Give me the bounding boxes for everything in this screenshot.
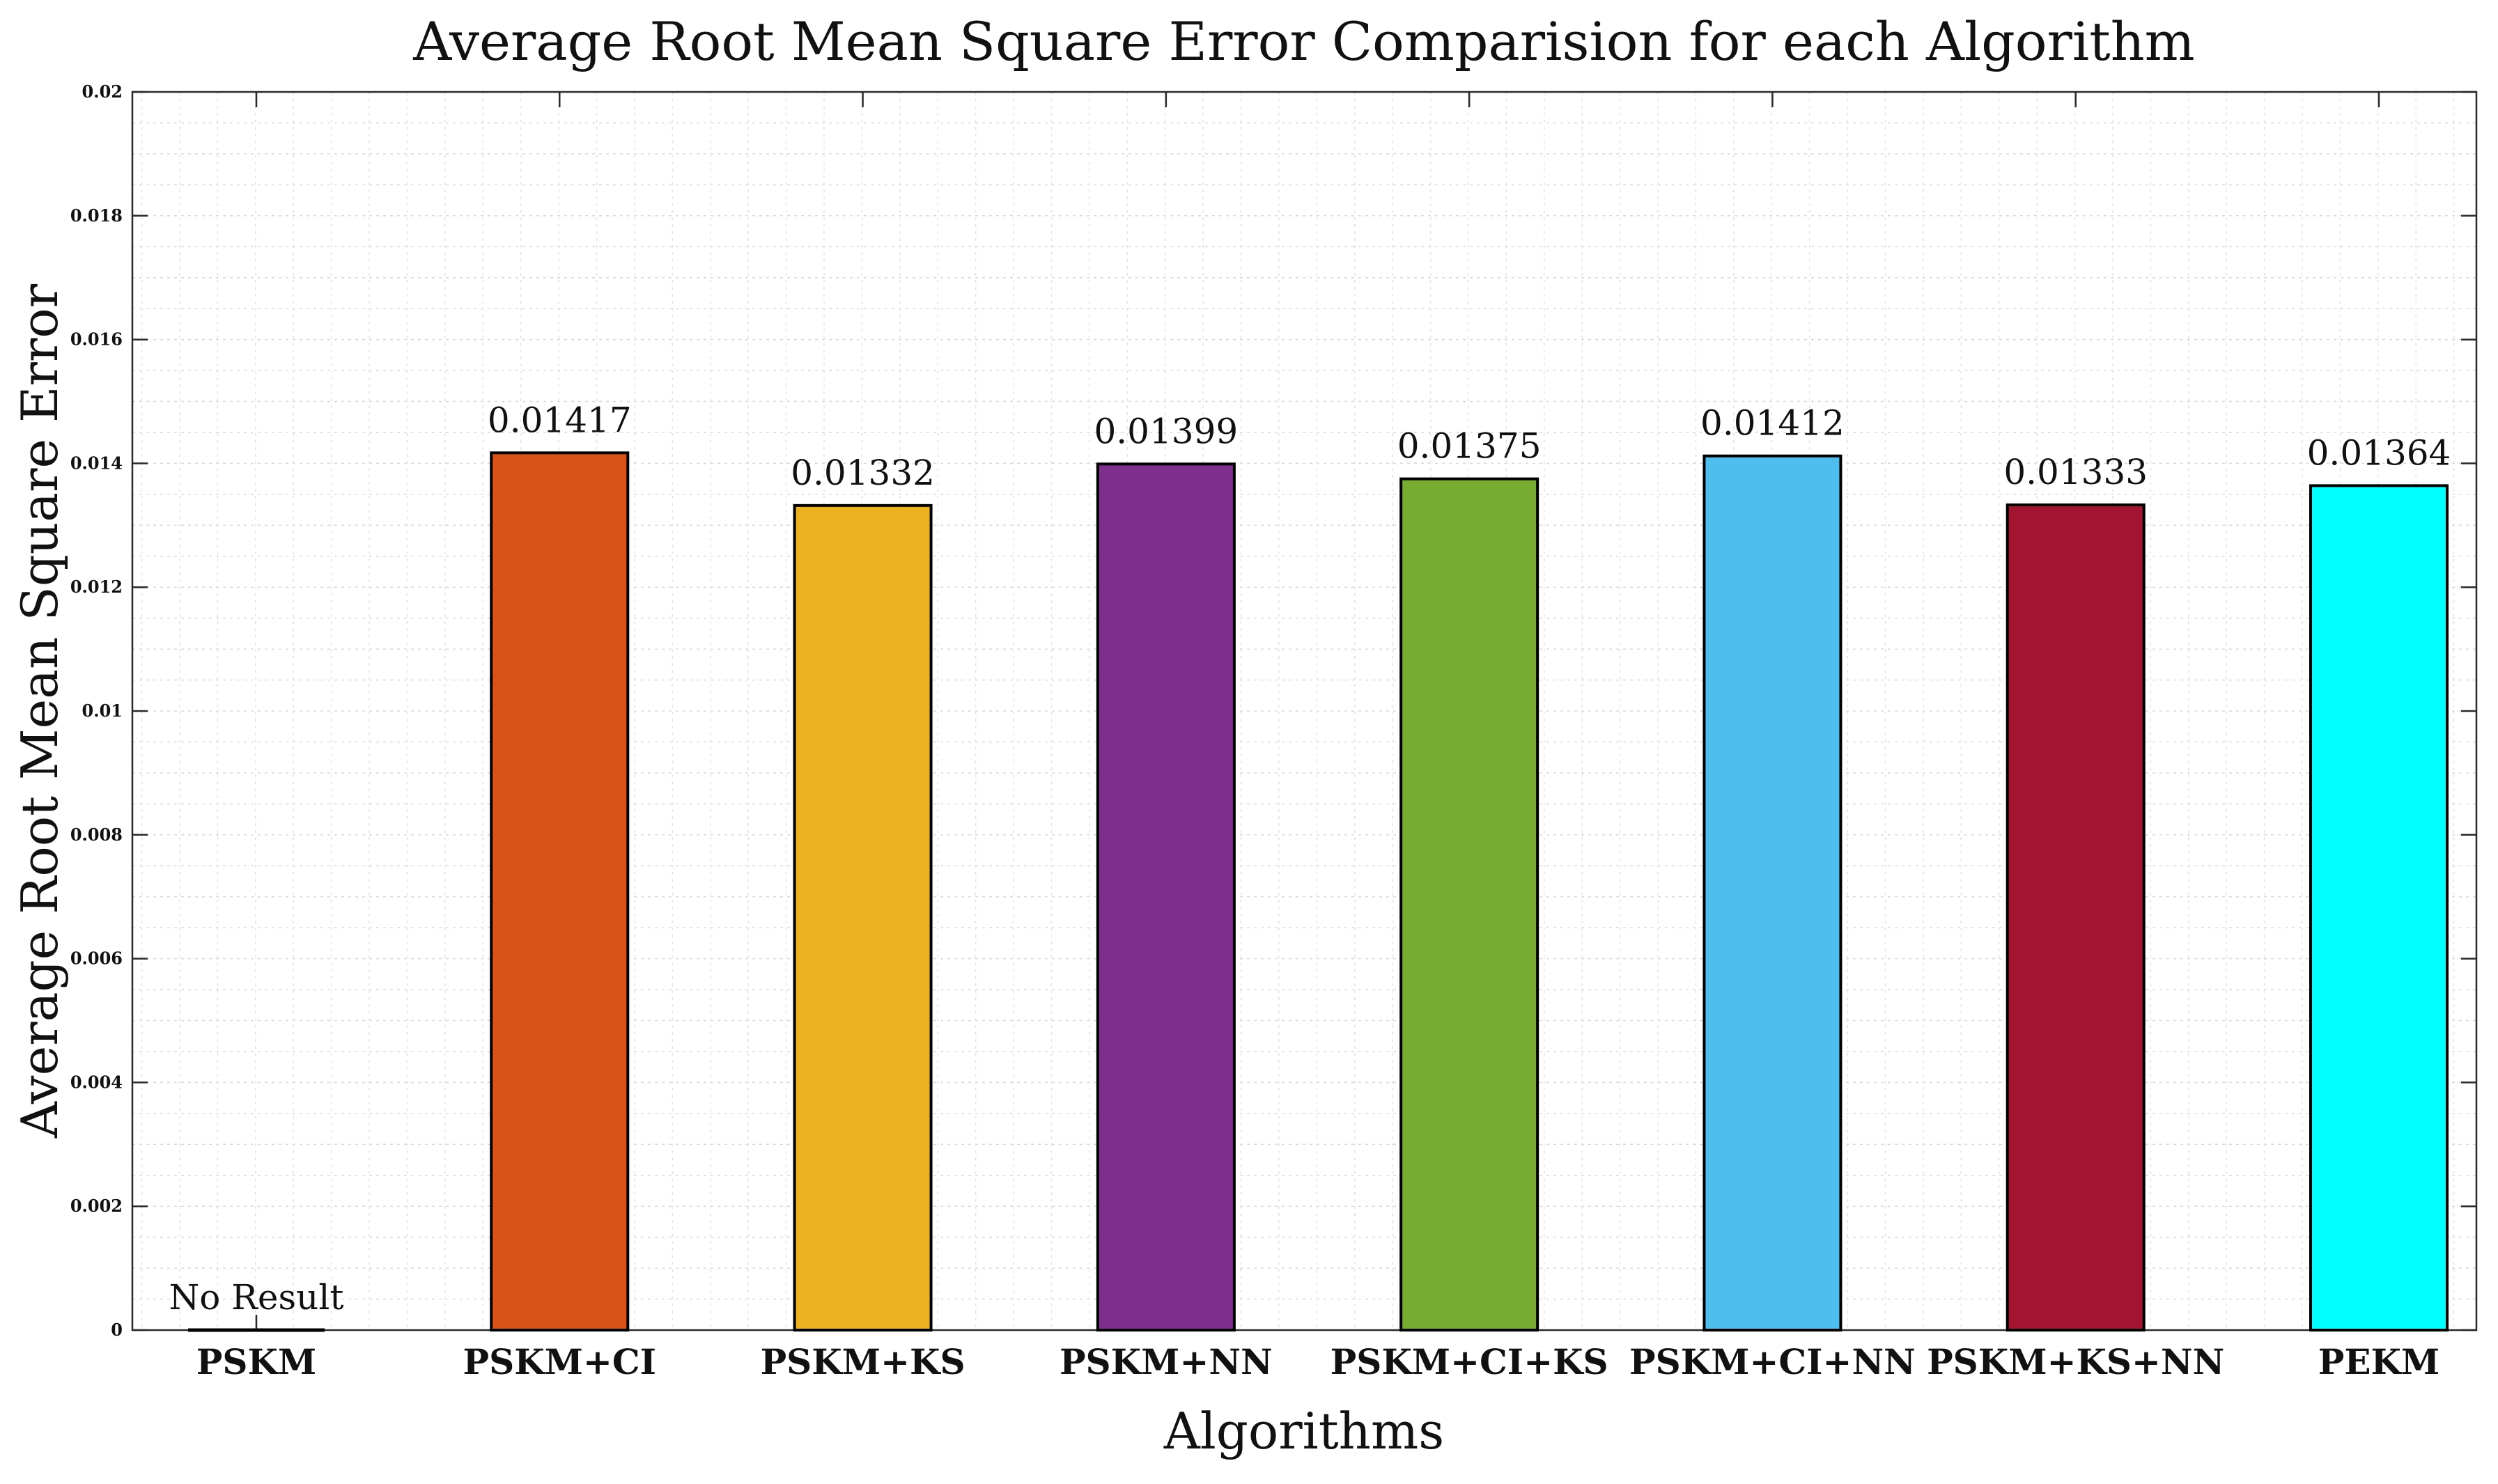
bar [2006,503,2146,1331]
bars [188,451,2449,1332]
y-tick-label: 0.018 [70,205,123,226]
chart-title: Average Root Mean Square Error Comparisi… [412,10,2194,72]
data-label: 0.01333 [2003,452,2148,492]
y-tick-label: 0.01 [82,701,123,721]
data-label: 0.01364 [2307,432,2451,473]
bar [1702,454,1843,1331]
x-tick-label: PSKM+CI [463,1341,656,1382]
data-label: No Result [169,1277,344,1318]
y-tick-label: 0.004 [70,1072,123,1092]
bar [793,503,933,1331]
y-tick-label: 0.002 [70,1196,123,1216]
x-tick-label: PSKM+CI+KS [1331,1341,1608,1382]
x-tick-label: PSKM+KS+NN [1927,1341,2224,1382]
data-label: 0.01375 [1397,426,1542,467]
y-tick-label: 0.008 [70,825,123,845]
y-tick-label: 0 [111,1320,123,1340]
y-tick-label: 0.014 [70,453,123,473]
x-tick-label: PSKM+NN [1060,1341,1273,1382]
bar [2309,484,2449,1331]
bar [490,451,630,1331]
x-tick-label: PEKM [2318,1341,2440,1382]
x-axis-tick-labels: PSKM PSKM+CI PSKM+KS PSKM+NN PSKM+CI+KS PSKM+… [196,1341,2440,1382]
bar [1399,477,1539,1331]
y-tick-label: 0.012 [70,577,123,597]
data-labels: No Result 0.01417 0.01332 0.01399 0.01375 0.0… [169,400,2451,1318]
data-label: 0.01399 [1094,411,1238,451]
y-axis-label: Average Root Mean Square Error [10,283,69,1139]
data-label: 0.01417 [488,400,632,440]
bar [1096,462,1236,1332]
data-label: 0.01332 [791,453,935,493]
x-tick-label: PSKM+KS [761,1341,965,1382]
y-tick-label: 0.02 [82,81,123,102]
x-axis-label: Algorithms [1163,1402,1444,1460]
x-tick-label: PSKM [196,1341,317,1382]
y-tick-label: 0.006 [70,948,123,969]
x-tick-label: PSKM+CI+NN [1629,1341,1916,1382]
data-label: 0.01412 [1700,403,1845,444]
y-tick-label: 0.016 [70,329,123,350]
